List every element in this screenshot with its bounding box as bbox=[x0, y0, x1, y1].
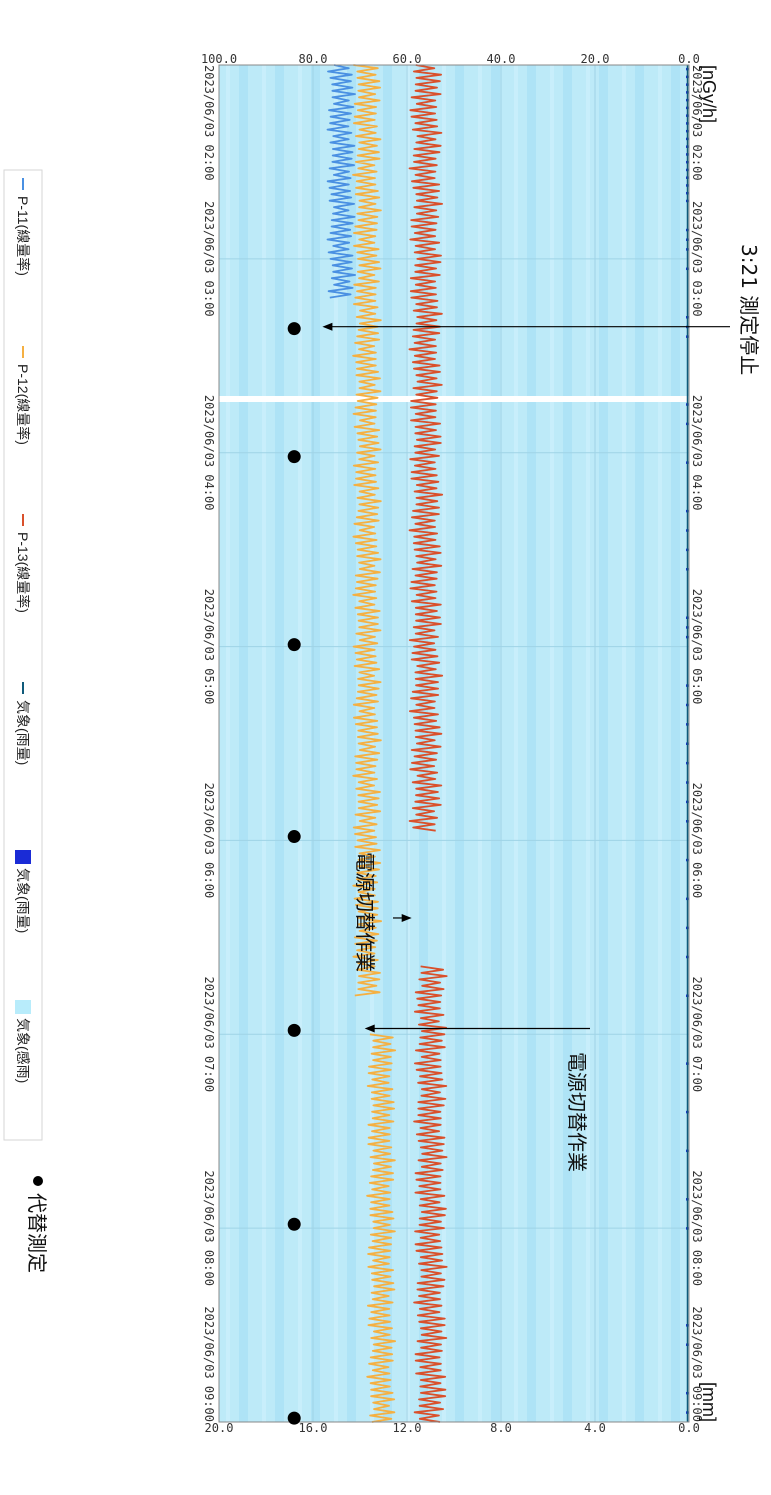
legend-items: P-11(線量率) P-12(線量率) P-13(線量率) 気象(雨量) 気象(雨量) 気… bbox=[15, 178, 31, 1083]
right-tick: 4.0 bbox=[584, 1421, 606, 1435]
annotation-text: 3:21 測定停止 bbox=[737, 244, 761, 375]
left-tick-label: 40.0 bbox=[487, 52, 516, 66]
right-tick-label: 12.0 bbox=[393, 1421, 422, 1435]
x-tick-label: 2023/06/03 03:00 bbox=[690, 201, 704, 317]
right-tick-label: 8.0 bbox=[490, 1421, 512, 1435]
right-tick: 8.0 bbox=[490, 1421, 512, 1435]
series-lines bbox=[326, 64, 448, 1423]
right-tick-labels: 0.0 4.0 8.0 12.0 16.0 20.0 bbox=[205, 1421, 700, 1435]
legend-label: P-11(線量率) bbox=[15, 196, 31, 276]
plot-border bbox=[218, 64, 690, 1423]
x-tick-labels: 2023/06/03 02:00 2023/06/03 02:00 2023/06/… bbox=[202, 65, 704, 1422]
left-tick: 0.0 bbox=[678, 52, 700, 66]
right-tick: 0.0 bbox=[678, 1421, 700, 1435]
alt-measurement-point bbox=[287, 450, 301, 464]
chart-frame: 2023/06/03 02:00 2023/06/03 02:00 2023/06/… bbox=[201, 52, 719, 1435]
annotation-text: 電源切替作業 bbox=[353, 852, 377, 972]
alt-measurement-point bbox=[287, 830, 301, 844]
series-line bbox=[326, 64, 357, 299]
plot-background bbox=[219, 65, 689, 1422]
alt-measurement-point bbox=[287, 1411, 301, 1425]
left-tick-label: 80.0 bbox=[299, 52, 328, 66]
legend-label: 気象(雨量) bbox=[15, 700, 31, 765]
right-axis-unit: [mm] bbox=[699, 1382, 719, 1422]
alt-measurement-markers bbox=[287, 322, 301, 1425]
alt-measurement-point bbox=[287, 638, 301, 652]
right-tick-label: 0.0 bbox=[678, 1421, 700, 1435]
alt-measurement-point bbox=[287, 1217, 301, 1231]
left-tick: 100.0 bbox=[201, 52, 237, 66]
annotation-power-right-label: 電源切替作業 bbox=[565, 1052, 589, 1172]
x-tick-label: 2023/06/03 08:00 bbox=[690, 1170, 704, 1286]
left-tick: 40.0 bbox=[487, 52, 516, 66]
right-tick: 16.0 bbox=[299, 1421, 328, 1435]
left-tick-label: 100.0 bbox=[201, 52, 237, 66]
left-tick: 20.0 bbox=[581, 52, 610, 66]
time-grid bbox=[219, 64, 689, 1423]
x-tick-label-bottom: 2023/06/03 03:00 bbox=[202, 201, 216, 317]
series-line bbox=[366, 1033, 397, 1423]
data-gap-band bbox=[219, 396, 689, 402]
annotation-arrowhead bbox=[364, 1024, 375, 1033]
left-tick: 60.0 bbox=[393, 52, 422, 66]
left-tick-labels: 0.0 20.0 40.0 60.0 80.0 100.0 bbox=[201, 52, 700, 66]
alt-marker-legend-label: 代替測定 bbox=[25, 1193, 49, 1273]
legend-swatch bbox=[15, 1000, 31, 1014]
right-tick-label: 4.0 bbox=[584, 1421, 606, 1435]
alt-measurement-point bbox=[287, 1023, 301, 1037]
x-tick-label-bottom: 2023/06/03 02:00 bbox=[202, 65, 216, 181]
x-tick-label-bottom: 2023/06/03 04:00 bbox=[202, 395, 216, 511]
annotation-stop-label: 3:21 測定停止 bbox=[737, 244, 761, 375]
annotation-text: 電源切替作業 bbox=[565, 1052, 589, 1172]
rain-marks bbox=[686, 65, 689, 1422]
left-tick-label: 60.0 bbox=[393, 52, 422, 66]
x-tick-label-bottom: 2023/06/03 08:00 bbox=[202, 1170, 216, 1286]
x-tick-label-bottom: 2023/06/03 09:00 bbox=[202, 1306, 216, 1422]
legend-swatch bbox=[15, 850, 31, 864]
right-tick: 20.0 bbox=[205, 1421, 234, 1435]
x-tick-label-bottom: 2023/06/03 07:00 bbox=[202, 976, 216, 1092]
x-tick-label: 2023/06/03 09:00 bbox=[690, 1306, 704, 1422]
legend-box: P-11(線量率) P-12(線量率) P-13(線量率) 気象(雨量) 気象(雨量) 気… bbox=[3, 169, 43, 1141]
x-tick-label-bottom: 2023/06/03 05:00 bbox=[202, 589, 216, 705]
legend-frame bbox=[3, 169, 43, 1141]
legend-label: 気象(感雨) bbox=[15, 1018, 31, 1083]
left-tick-label: 20.0 bbox=[581, 52, 610, 66]
annotation-arrowhead bbox=[401, 913, 412, 922]
alt-marker-legend-dot bbox=[33, 1176, 43, 1186]
left-axis-unit: [nGy/h] bbox=[699, 65, 719, 123]
left-tick-label: 0.0 bbox=[678, 52, 700, 66]
right-tick: 12.0 bbox=[393, 1421, 422, 1435]
right-tick-label: 20.0 bbox=[205, 1421, 234, 1435]
right-tick-label: 16.0 bbox=[299, 1421, 328, 1435]
annotation-power-left-label: 電源切替作業 bbox=[353, 852, 377, 972]
legend-label: 気象(雨量) bbox=[15, 868, 31, 933]
alt-marker-legend: 代替測定 bbox=[25, 1176, 49, 1273]
series-line bbox=[352, 64, 383, 997]
annotation-arrowhead bbox=[322, 322, 333, 331]
x-tick-label-bottom: 2023/06/03 06:00 bbox=[202, 783, 216, 899]
left-tick: 80.0 bbox=[299, 52, 328, 66]
series-line bbox=[413, 965, 448, 1423]
x-tick-label: 2023/06/03 04:00 bbox=[690, 395, 704, 511]
x-tick-label: 2023/06/03 06:00 bbox=[690, 783, 704, 899]
x-tick-label: 2023/06/03 07:00 bbox=[690, 976, 704, 1092]
x-tick-label: 2023/06/03 02:00 bbox=[690, 65, 704, 181]
series-line bbox=[408, 64, 444, 832]
x-tick-label: 2023/06/03 05:00 bbox=[690, 589, 704, 705]
alt-measurement-point bbox=[287, 322, 301, 336]
legend-label: P-12(線量率) bbox=[15, 364, 31, 445]
legend-label: P-13(線量率) bbox=[15, 532, 31, 613]
